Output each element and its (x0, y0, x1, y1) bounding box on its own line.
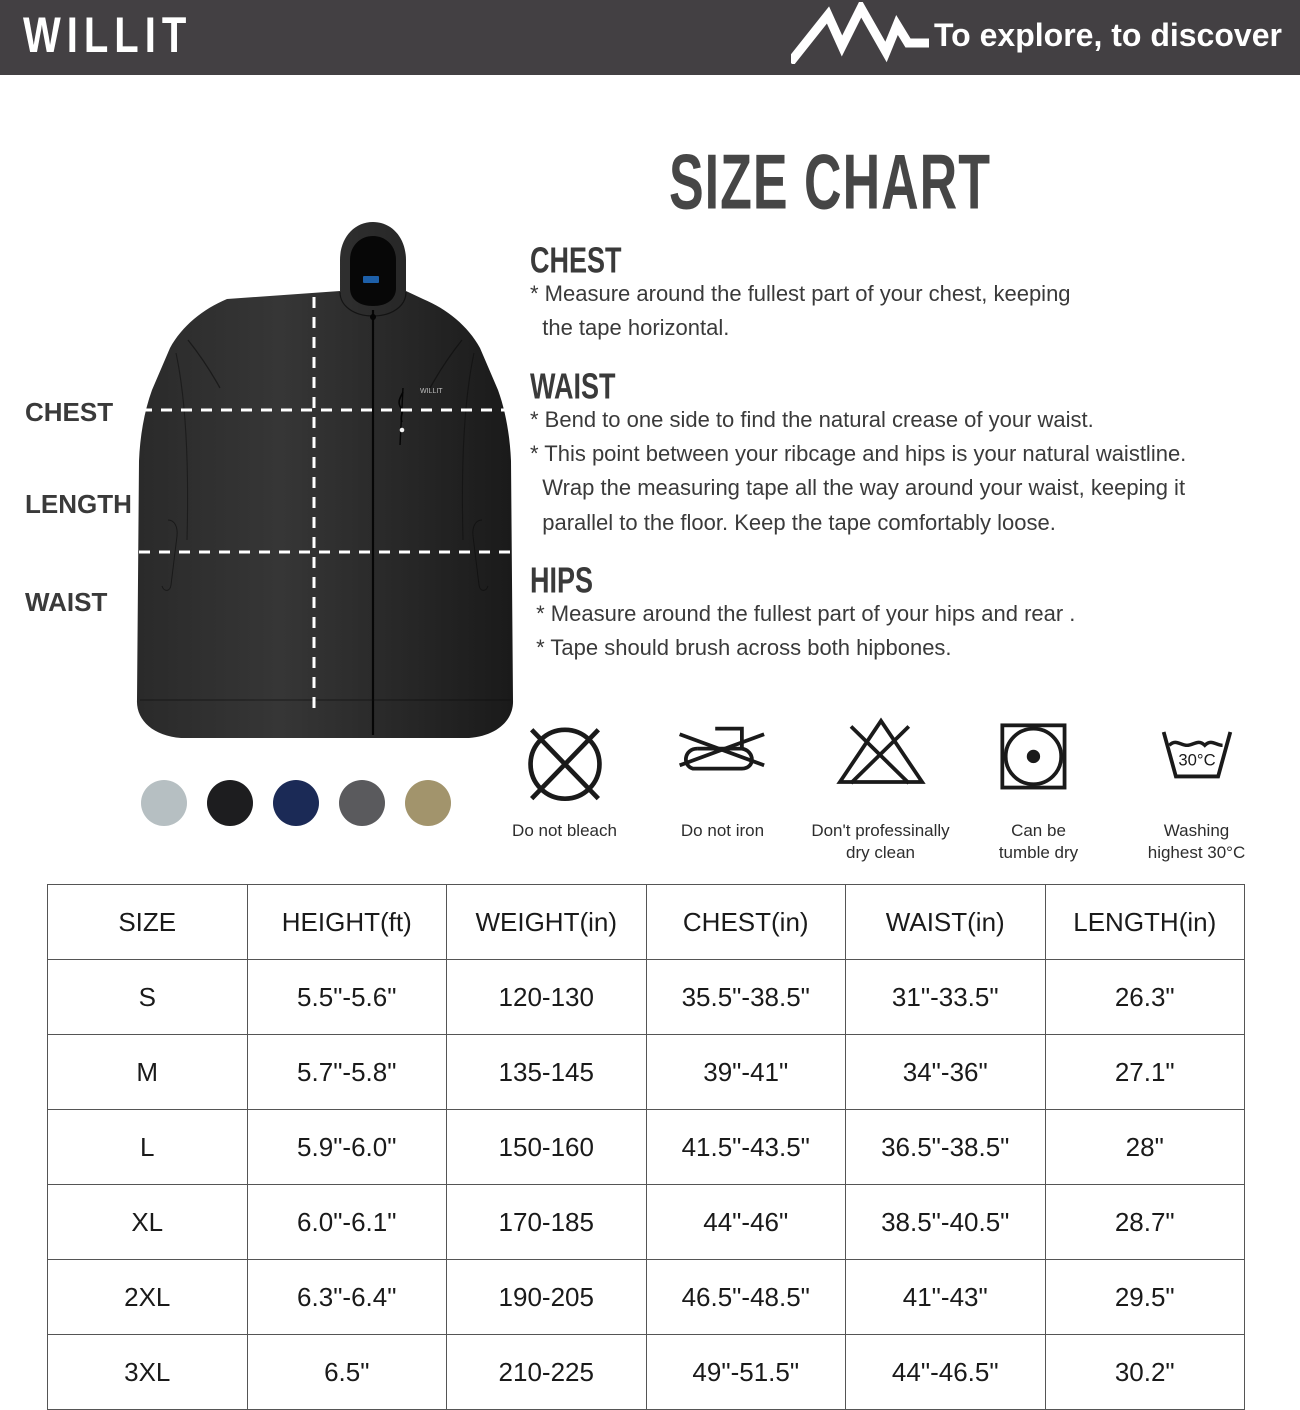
svg-text:30°C: 30°C (1178, 750, 1215, 769)
svg-text:WILLIT: WILLIT (420, 388, 443, 395)
